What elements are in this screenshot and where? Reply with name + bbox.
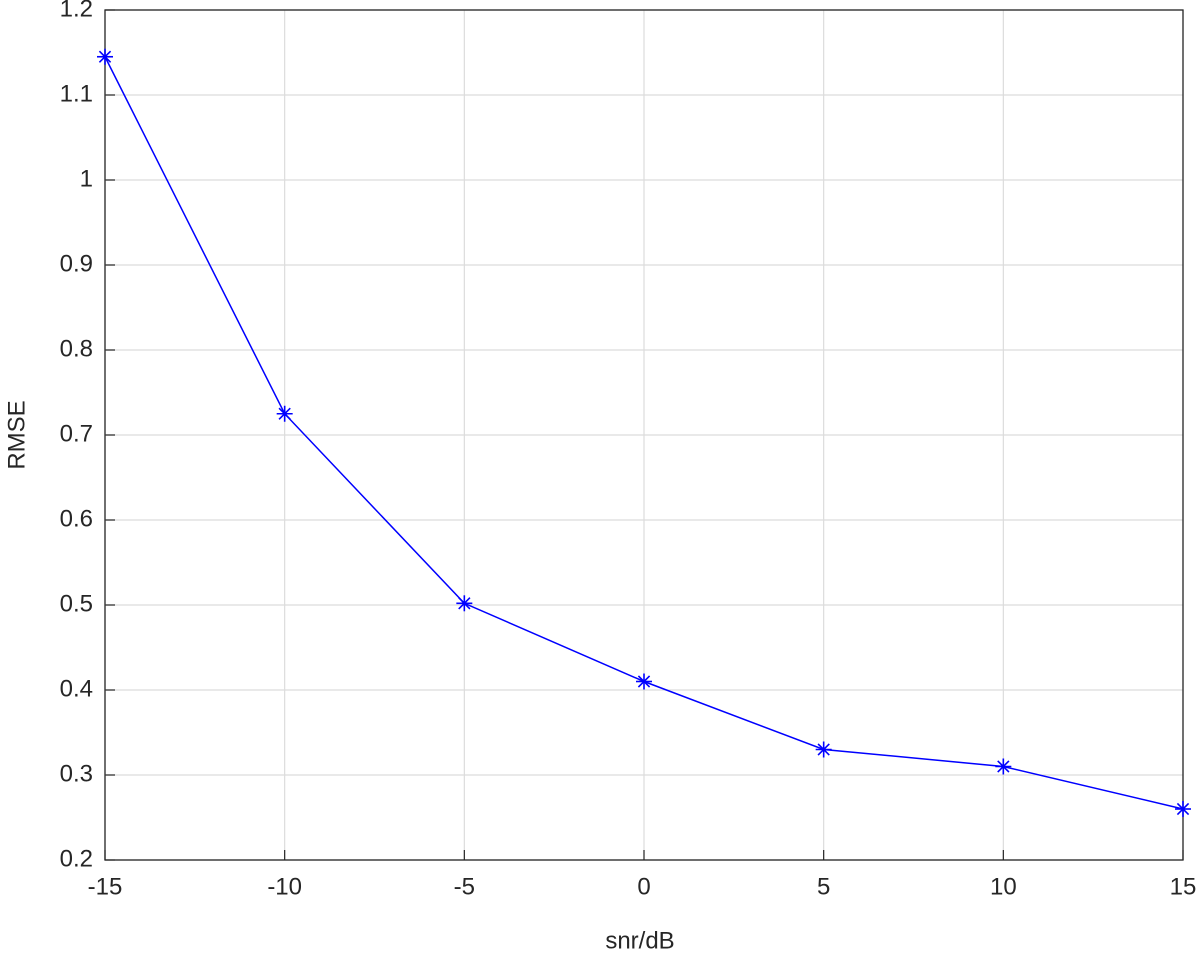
y-tick-label: 1.1 [60, 80, 93, 107]
x-tick-label: 10 [990, 873, 1017, 900]
data-point [995, 758, 1012, 775]
plot-frame [104, 9, 1184, 861]
x-tick-label: -5 [454, 873, 475, 900]
x-tick-label: -15 [88, 873, 123, 900]
x-tick-label: 5 [817, 873, 830, 900]
data-point [97, 48, 113, 65]
x-tick-label: 15 [1170, 873, 1197, 900]
y-tick-label: 0.5 [60, 590, 93, 617]
y-tick-label: 0.2 [60, 845, 93, 872]
y-tick-label: 0.6 [60, 505, 93, 532]
x-tick-label: 0 [637, 873, 650, 900]
data-point [1175, 801, 1191, 817]
y-tick-label: 0.7 [60, 420, 93, 447]
y-tick-label: 0.4 [60, 675, 93, 702]
y-tick-label: 0.8 [60, 335, 93, 362]
x-axis-label: snr/dB [605, 927, 674, 954]
y-tick-label: 1.2 [60, 0, 93, 22]
data-point [276, 405, 293, 422]
y-tick-label: 0.9 [60, 250, 93, 277]
data-point [815, 741, 832, 758]
y-axis-label: RMSE [3, 400, 30, 469]
data-point [636, 673, 652, 690]
data-point [456, 595, 473, 612]
x-tick-label: -10 [267, 873, 302, 900]
y-tick-label: 1 [80, 165, 93, 192]
y-tick-label: 0.3 [60, 760, 93, 787]
